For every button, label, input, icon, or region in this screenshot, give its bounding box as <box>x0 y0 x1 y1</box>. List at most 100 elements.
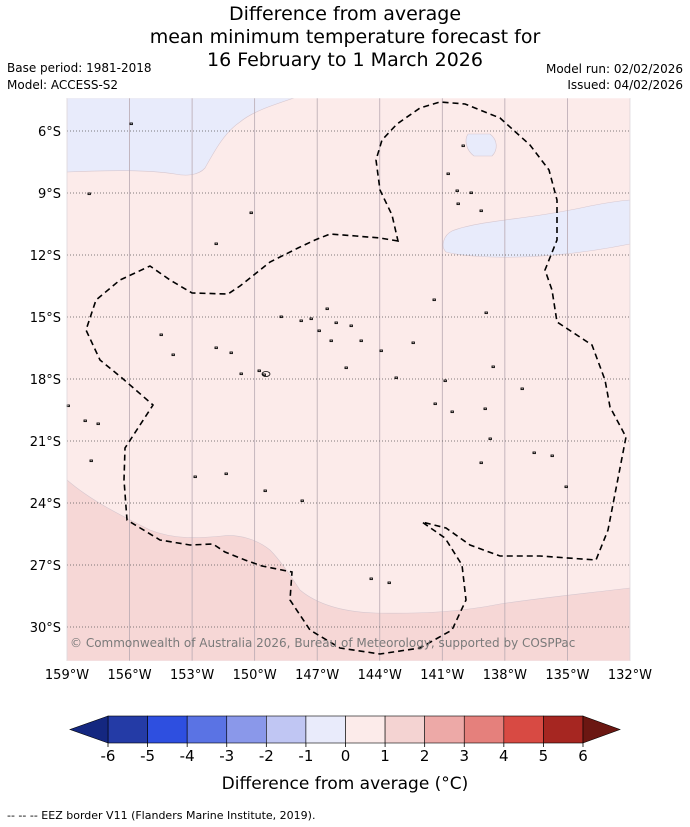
colorbar-tick-label: 6 <box>578 747 588 765</box>
lat-label: 27°S <box>30 559 61 574</box>
colorbar-segment <box>107 715 148 744</box>
lon-label: 153°W <box>170 668 214 683</box>
island-mark <box>379 349 383 353</box>
lat-label: 6°S <box>38 125 61 140</box>
island-mark <box>300 499 304 503</box>
colorbar-segment <box>186 715 228 744</box>
lon-label: 156°W <box>107 668 151 683</box>
colorbar-segment <box>503 715 544 744</box>
island-mark <box>564 485 568 489</box>
colorbar-extend-low <box>69 715 109 744</box>
island-mark <box>491 365 495 369</box>
island-mark <box>443 379 447 383</box>
lon-label: 132°W <box>608 668 652 683</box>
colorbar-tick-label: -2 <box>259 747 274 765</box>
base-period: Base period: 1981-2018 <box>7 61 152 75</box>
island-mark <box>479 461 483 465</box>
lon-label: 141°W <box>420 668 464 683</box>
island-mark <box>329 339 333 343</box>
colorbar-segment <box>147 715 188 744</box>
island-mark <box>483 407 487 411</box>
island-mark <box>325 307 329 311</box>
issued-date: Issued: 04/02/2026 <box>567 78 683 92</box>
island-mark <box>446 172 450 176</box>
lon-label: 135°W <box>545 668 589 683</box>
island-mark <box>359 339 363 343</box>
colorbar-segment <box>463 715 505 744</box>
island-mark <box>224 472 228 476</box>
island-mark <box>344 366 348 370</box>
region-cool-ne <box>442 199 630 258</box>
island-mark <box>129 122 133 126</box>
lat-label: 12°S <box>30 249 61 264</box>
colorbar-tick-label: 2 <box>420 747 430 765</box>
colorbar-tick-label: 3 <box>459 747 469 765</box>
colorbar: -6 -5 -4 -3 -2 -1 0 1 2 3 4 5 6 <box>69 715 621 765</box>
colorbar-segment <box>345 715 386 744</box>
island-mark <box>532 451 536 455</box>
colorbar-segment <box>424 715 465 744</box>
region-cool-island-patch <box>465 133 497 157</box>
island-mark <box>461 144 465 148</box>
island-mark <box>159 333 163 337</box>
title-line-3: 16 February to 1 March 2026 <box>206 49 483 71</box>
title-line-2: mean minimum temperature forecast for <box>149 26 541 48</box>
island-mark <box>334 321 338 325</box>
island-mark <box>488 437 492 441</box>
island-mark <box>249 211 253 215</box>
title-line-1: Difference from average <box>228 3 462 25</box>
island-mark <box>387 581 391 585</box>
island-mark <box>263 489 267 493</box>
lat-label: 15°S <box>30 311 61 326</box>
lon-label: 147°W <box>295 668 339 683</box>
region-cool-nw <box>67 98 295 176</box>
longitude-labels: 159°W 156°W 153°W 150°W 147°W 144°W 141°W 138°W… <box>45 668 652 683</box>
map-fill <box>67 98 630 661</box>
lon-label: 138°W <box>483 668 527 683</box>
island-mark <box>455 189 459 193</box>
lat-label: 30°S <box>30 621 61 636</box>
island-mark <box>96 422 100 426</box>
island-mark <box>89 459 93 463</box>
lat-label: 24°S <box>30 497 61 512</box>
colorbar-segment <box>543 715 584 744</box>
lon-label: 150°W <box>233 668 277 683</box>
island-mark <box>193 475 197 479</box>
colorbar-extend-high <box>582 715 621 744</box>
island-mark <box>550 454 554 458</box>
island-mark <box>261 371 271 377</box>
colorbar-segment <box>266 715 307 744</box>
island-mark <box>369 577 373 581</box>
lat-label: 9°S <box>38 187 61 202</box>
island-mark <box>394 376 398 380</box>
colorbar-tick-label: -3 <box>219 747 234 765</box>
colorbar-tick-label: 4 <box>499 747 509 765</box>
island-mark <box>214 346 218 350</box>
island-mark <box>450 410 454 414</box>
lon-label: 159°W <box>45 668 89 683</box>
colorbar-tick-label: -1 <box>298 747 313 765</box>
island-mark <box>239 372 243 376</box>
model-name: Model: ACCESS-S2 <box>7 78 119 92</box>
colorbar-tick-label: -4 <box>180 747 195 765</box>
colorbar-tick-label: -5 <box>140 747 155 765</box>
island-mark <box>469 191 473 195</box>
lat-label: 18°S <box>30 373 61 388</box>
island-mark <box>317 329 321 333</box>
island-mark <box>171 353 175 357</box>
island-mark <box>214 242 218 246</box>
island-mark <box>349 324 353 328</box>
island-mark <box>484 311 488 315</box>
model-run: Model run: 02/02/2026 <box>545 62 683 76</box>
island-mark <box>432 298 436 302</box>
colorbar-segment <box>226 715 267 744</box>
eez-border <box>85 101 627 655</box>
colorbar-segment <box>384 715 425 744</box>
island-mark <box>279 315 283 319</box>
island-mark <box>229 351 233 355</box>
copyright-text: © Commonwealth of Australia 2026, Bureau… <box>70 636 575 650</box>
colorbar-tick-label: 5 <box>539 747 549 765</box>
region-warm-south <box>67 479 630 661</box>
latitude-labels: 6°S 9°S 12°S 15°S 18°S 21°S 24°S 27°S 30°S <box>30 125 61 636</box>
